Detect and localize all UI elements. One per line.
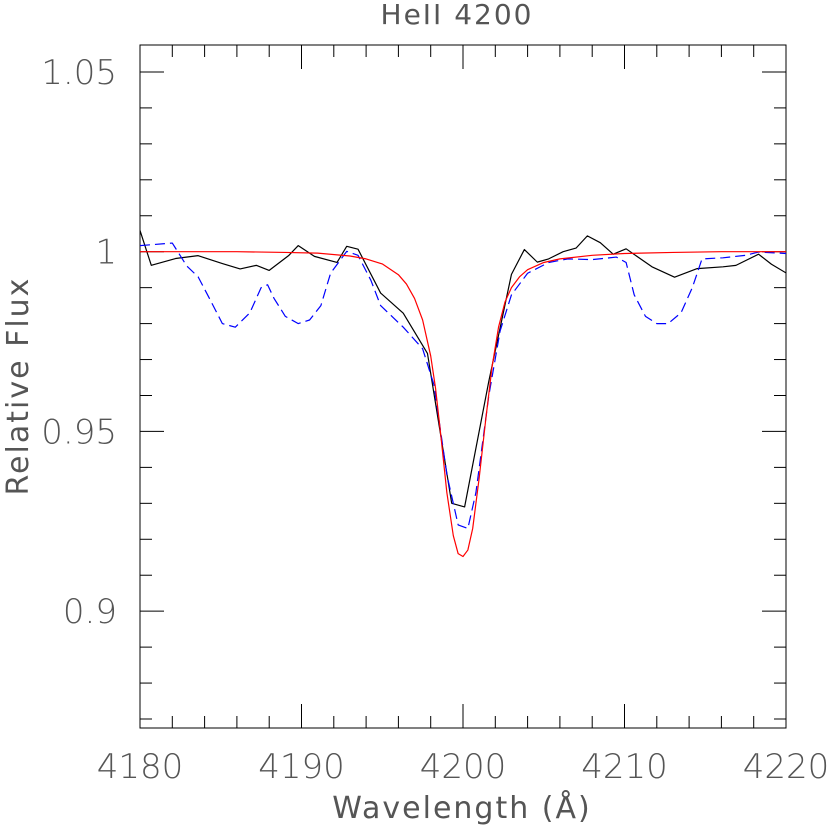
x-tick-label: 4190 <box>258 747 345 787</box>
chart-title: HeII 4200 <box>381 0 534 31</box>
plot-frame <box>139 44 787 729</box>
y-tick-label: 1 <box>95 233 117 273</box>
model-spectrum-dashed-line <box>140 242 786 530</box>
x-axis-title: Wavelength (Å) <box>332 790 591 826</box>
y-tick-label: 0.9 <box>63 592 117 632</box>
x-tick-label: 4200 <box>420 747 507 787</box>
x-tick-label: 4220 <box>743 747 830 787</box>
y-tick-label: 1.05 <box>41 53 117 93</box>
y-axis-title: Relative Flux <box>1 277 36 496</box>
fit-profile-line <box>140 251 786 558</box>
x-tick-label: 4210 <box>581 747 668 787</box>
observed-spectrum-line <box>140 230 786 508</box>
x-tick-label: 4180 <box>97 747 184 787</box>
y-tick-label: 0.95 <box>41 412 117 452</box>
plot-content: 4180 4190 4200 4210 4220 0.9 0.95 1 1.05 <box>41 44 830 787</box>
